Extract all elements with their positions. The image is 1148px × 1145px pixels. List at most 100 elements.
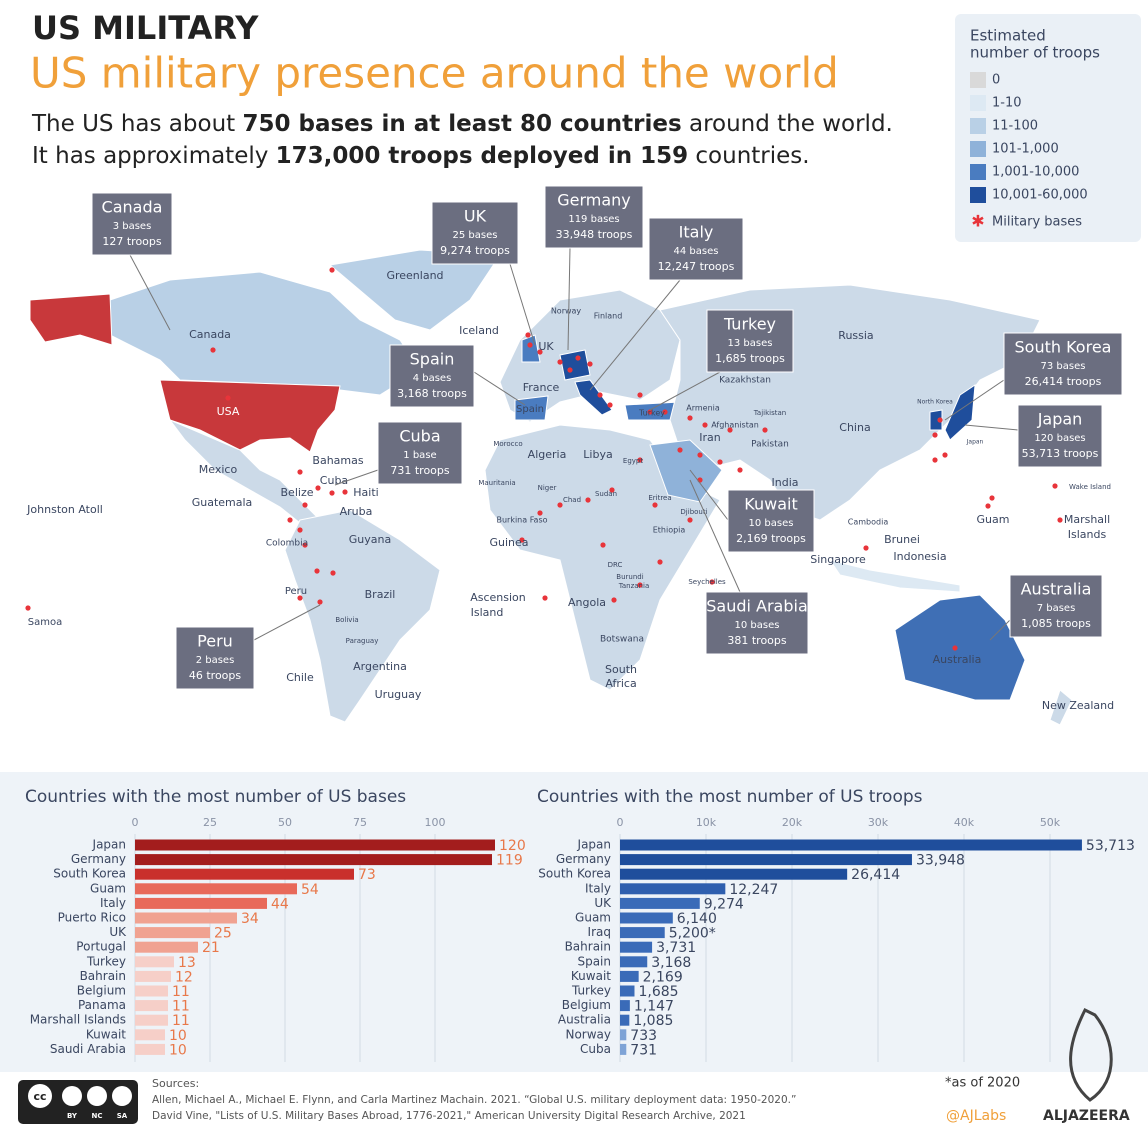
value-label: 6,140 bbox=[677, 911, 717, 927]
map-label: Mauritania bbox=[478, 479, 515, 487]
base-dot bbox=[652, 502, 658, 508]
callout-bases: 120 bases bbox=[1034, 433, 1085, 444]
australia bbox=[894, 594, 1026, 701]
intro-text: It has approximately bbox=[32, 143, 276, 169]
base-dot bbox=[937, 417, 943, 423]
callout-box bbox=[91, 192, 173, 256]
callout-box bbox=[706, 309, 794, 373]
by-icon bbox=[62, 1086, 82, 1106]
category-label: Turkey bbox=[86, 954, 126, 968]
map-label: Guyana bbox=[349, 533, 391, 546]
map-label: Guam bbox=[977, 513, 1010, 526]
south-america bbox=[284, 509, 441, 723]
map-label: UK bbox=[538, 340, 554, 353]
arabia bbox=[649, 439, 723, 503]
category-label: Bahrain bbox=[80, 969, 126, 983]
value-label: 25 bbox=[214, 926, 232, 942]
map-label: Pakistan bbox=[751, 440, 789, 450]
x-tick-label: 10k bbox=[696, 816, 717, 829]
base-dot bbox=[329, 267, 335, 273]
callout-box bbox=[389, 344, 475, 408]
callouts: Canada 3 bases 127 troops UK 25 bases 9,274 t… bbox=[91, 185, 1123, 690]
intro-line: It has approximately 173,000 troops depl… bbox=[32, 143, 810, 169]
map-label: Paraguay bbox=[346, 637, 379, 645]
callout-troops: 127 troops bbox=[102, 235, 162, 248]
map-label: Mexico bbox=[199, 463, 238, 476]
callout-box bbox=[175, 626, 255, 690]
x-tick-label: 20k bbox=[782, 816, 803, 829]
map-label: Botswana bbox=[600, 635, 644, 645]
legend-label: 10,001-60,000 bbox=[992, 188, 1088, 203]
map-label: Guatemala bbox=[192, 496, 253, 509]
legend-bases-label: Military bases bbox=[992, 215, 1082, 230]
legend-bases-icon: ✱ bbox=[971, 212, 984, 231]
callout-name: Cuba bbox=[399, 427, 440, 446]
base-dot bbox=[287, 517, 293, 523]
leader-line bbox=[334, 469, 379, 486]
callout-troops: 12,247 troops bbox=[658, 260, 735, 273]
value-label: 10 bbox=[169, 1042, 187, 1058]
base-dot bbox=[329, 490, 335, 496]
callout-name: Canada bbox=[102, 198, 163, 217]
uk bbox=[521, 334, 541, 363]
base-dot bbox=[702, 422, 708, 428]
brand-logo bbox=[1069, 1007, 1113, 1102]
bar bbox=[135, 985, 168, 997]
cc-mark: cc bbox=[33, 1090, 46, 1103]
charts: Countries with the most number of US bas… bbox=[25, 787, 1135, 1062]
callout-troops: 3,168 troops bbox=[397, 387, 467, 400]
map-label: Uruguay bbox=[375, 688, 422, 701]
base-dot bbox=[225, 395, 231, 401]
callout-name: UK bbox=[464, 207, 487, 226]
bar bbox=[135, 854, 492, 866]
category-label: Panama bbox=[78, 998, 126, 1012]
map-label: Kazakhstan bbox=[719, 376, 771, 386]
value-label: 5,200* bbox=[669, 926, 716, 942]
europe bbox=[499, 289, 681, 423]
leader-line bbox=[989, 619, 1011, 641]
category-label: Australia bbox=[558, 1013, 611, 1027]
leader-line bbox=[253, 604, 321, 641]
bar bbox=[135, 868, 354, 880]
leader-lines bbox=[129, 247, 1019, 641]
base-dot bbox=[932, 457, 938, 463]
bar bbox=[620, 1014, 630, 1026]
map-label: Belize bbox=[281, 486, 314, 499]
base-dot bbox=[587, 361, 593, 367]
base-dot bbox=[297, 595, 303, 601]
map-label: China bbox=[839, 421, 870, 434]
value-label: 21 bbox=[202, 940, 220, 956]
legend-swatch bbox=[970, 187, 986, 203]
base-dot bbox=[737, 467, 743, 473]
value-label: 73 bbox=[358, 867, 376, 883]
leader-line bbox=[944, 379, 1005, 421]
value-label: 1,147 bbox=[634, 999, 674, 1015]
base-dot bbox=[647, 409, 653, 415]
base-dot bbox=[597, 392, 603, 398]
bar bbox=[620, 1000, 630, 1012]
base-dot bbox=[314, 568, 320, 574]
category-label: South Korea bbox=[53, 867, 126, 881]
callout-bases: 13 bases bbox=[728, 338, 773, 349]
value-label: 119 bbox=[496, 853, 523, 869]
x-tick-label: 0 bbox=[132, 816, 139, 829]
value-label: 44 bbox=[271, 896, 289, 912]
map-label: Norway bbox=[551, 307, 582, 316]
category-label: UK bbox=[594, 896, 612, 910]
cc-icon bbox=[28, 1084, 52, 1108]
legend-box bbox=[955, 14, 1141, 242]
nc-icon bbox=[87, 1086, 107, 1106]
germany bbox=[559, 349, 591, 381]
bar bbox=[620, 970, 639, 982]
callout-box bbox=[1003, 332, 1123, 396]
alaska bbox=[29, 293, 113, 346]
map-label: North Korea bbox=[917, 399, 953, 406]
map-label: Spain bbox=[516, 404, 544, 415]
intro: The US has about 750 bases in at least 8… bbox=[31, 111, 893, 169]
category-label: Cuba bbox=[580, 1042, 611, 1056]
callout-box bbox=[648, 217, 744, 281]
map-label: Turkey bbox=[638, 409, 665, 418]
callout-bases: 2 bases bbox=[196, 655, 235, 666]
x-tick-label: 40k bbox=[954, 816, 975, 829]
africa bbox=[484, 424, 721, 691]
